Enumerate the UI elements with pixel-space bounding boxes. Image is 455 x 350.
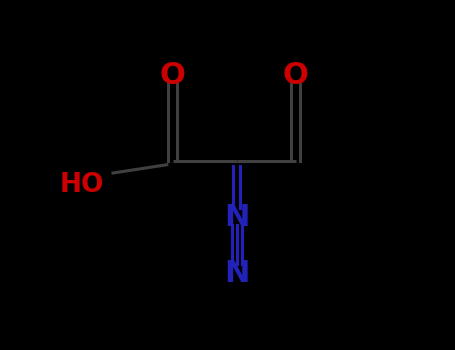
Text: N: N (224, 259, 249, 287)
Text: O: O (283, 61, 308, 90)
Text: N: N (224, 203, 249, 231)
Text: HO: HO (60, 173, 104, 198)
Text: O: O (160, 61, 186, 90)
